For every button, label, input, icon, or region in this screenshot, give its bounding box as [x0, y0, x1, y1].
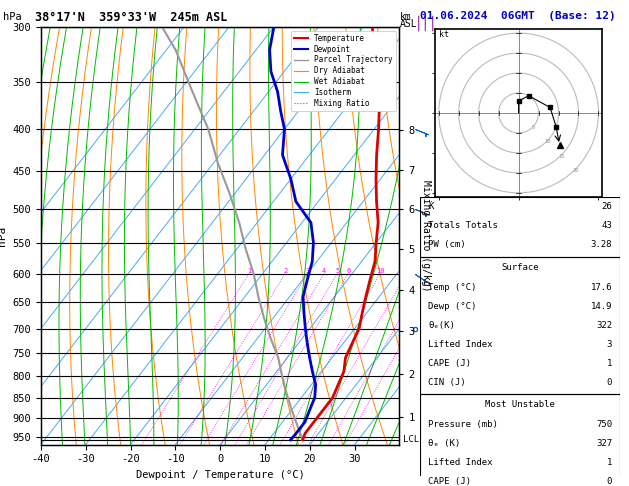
- Text: 5: 5: [532, 125, 535, 130]
- Text: 327: 327: [596, 439, 612, 449]
- Bar: [420, 257, 620, 395]
- Text: 6: 6: [346, 268, 350, 274]
- Text: Lifted Index: Lifted Index: [428, 458, 493, 468]
- Text: │││: │││: [415, 16, 438, 32]
- Text: 10: 10: [376, 268, 384, 274]
- Text: 26: 26: [601, 202, 612, 211]
- Text: 750: 750: [596, 420, 612, 429]
- Text: 1: 1: [607, 458, 612, 468]
- Text: 38°17'N  359°33'W  245m ASL: 38°17'N 359°33'W 245m ASL: [35, 11, 227, 24]
- Text: 0: 0: [607, 378, 612, 386]
- Text: 14.9: 14.9: [591, 302, 612, 311]
- Text: hPa: hPa: [3, 12, 22, 22]
- Legend: Temperature, Dewpoint, Parcel Trajectory, Dry Adiabat, Wet Adiabat, Isotherm, Mi: Temperature, Dewpoint, Parcel Trajectory…: [291, 31, 396, 111]
- Text: 2: 2: [283, 268, 287, 274]
- Text: 3.28: 3.28: [591, 240, 612, 249]
- Text: 17.6: 17.6: [591, 282, 612, 292]
- Text: 3: 3: [607, 340, 612, 348]
- Text: CAPE (J): CAPE (J): [428, 359, 471, 367]
- Text: ASL: ASL: [400, 19, 418, 30]
- Text: 0: 0: [607, 477, 612, 486]
- Text: θₑ(K): θₑ(K): [428, 321, 455, 330]
- Bar: [420, 395, 620, 486]
- Text: 4: 4: [322, 268, 326, 274]
- Text: Pressure (mb): Pressure (mb): [428, 420, 498, 429]
- X-axis label: Dewpoint / Temperature (°C): Dewpoint / Temperature (°C): [136, 470, 304, 480]
- Text: K: K: [428, 202, 433, 211]
- Text: θₑ (K): θₑ (K): [428, 439, 460, 449]
- Text: 322: 322: [596, 321, 612, 330]
- Text: kt: kt: [439, 30, 448, 39]
- Text: 3: 3: [306, 268, 310, 274]
- Text: 15: 15: [559, 154, 565, 158]
- Text: Surface: Surface: [501, 262, 539, 272]
- Y-axis label: hPa: hPa: [0, 226, 7, 246]
- Y-axis label: Mixing Ratio (g/kg): Mixing Ratio (g/kg): [421, 180, 431, 292]
- Bar: [420, 197, 620, 257]
- Text: 5: 5: [335, 268, 340, 274]
- Text: LCL: LCL: [403, 435, 419, 444]
- Text: Totals Totals: Totals Totals: [428, 221, 498, 230]
- Text: 10: 10: [544, 139, 550, 144]
- Text: 01.06.2024  06GMT  (Base: 12): 01.06.2024 06GMT (Base: 12): [420, 11, 616, 21]
- Text: km: km: [400, 12, 412, 22]
- Text: 1: 1: [607, 359, 612, 367]
- Text: Lifted Index: Lifted Index: [428, 340, 493, 348]
- Text: PW (cm): PW (cm): [428, 240, 466, 249]
- Text: Temp (°C): Temp (°C): [428, 282, 477, 292]
- Text: Most Unstable: Most Unstable: [485, 400, 555, 409]
- Text: Dewp (°C): Dewp (°C): [428, 302, 477, 311]
- Text: 1: 1: [247, 268, 251, 274]
- Text: 20: 20: [573, 168, 579, 173]
- Text: CAPE (J): CAPE (J): [428, 477, 471, 486]
- Text: 43: 43: [601, 221, 612, 230]
- Text: CIN (J): CIN (J): [428, 378, 466, 386]
